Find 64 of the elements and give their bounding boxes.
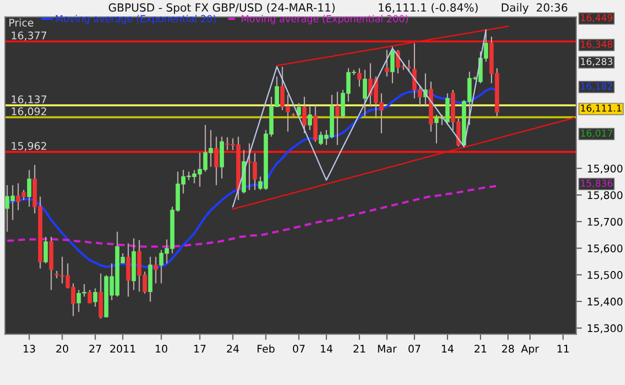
candlestick: [434, 114, 439, 144]
text: 16,017: [581, 130, 612, 138]
candlestick: [445, 92, 450, 126]
text: 16,182: [581, 82, 612, 91]
y-tick-label: 15,600: [588, 244, 622, 254]
text: 15,836: [581, 180, 612, 188]
candlestick: [126, 242, 130, 298]
x-tick-label: 11: [558, 344, 569, 353]
y-tick-label: 15,500: [588, 271, 622, 280]
text: 16,111.1 (-0.84%): [378, 3, 478, 13]
chart-title: GBPUSD - Spot FX GBP/USD (24-MAR-11): [108, 3, 335, 14]
x-tick-label: 20: [56, 344, 68, 353]
x-tick-label: 21: [354, 344, 366, 353]
y-tick-label: 15,700: [588, 218, 622, 227]
candlestick: [362, 69, 368, 118]
candlestick: [357, 68, 362, 88]
x-tick-label: 13: [24, 344, 36, 353]
x-tick-label: 21: [474, 344, 486, 353]
line-series: [232, 29, 487, 208]
legend-label: Moving average (Exponential 20): [56, 14, 216, 24]
y-tick-label: 15,800: [588, 191, 622, 200]
text: 16,283: [581, 58, 612, 66]
candlestick: [88, 289, 92, 304]
y-tick-label: 15,300: [588, 324, 622, 334]
candlestick: [93, 288, 98, 308]
x-tick-label: 17: [194, 344, 206, 353]
candlestick: [384, 49, 390, 78]
line-series: [232, 117, 575, 210]
candlestick: [313, 104, 318, 142]
x-tick-label: Apr: [521, 344, 540, 355]
ref-line-label: 15,962: [12, 142, 46, 151]
legend-label: Moving average (Exponential 200): [242, 14, 408, 24]
x-tick-label: 28: [502, 344, 514, 353]
y-tick-label: 15,900: [588, 164, 622, 174]
line-series: [276, 26, 509, 66]
candlestick: [308, 106, 312, 131]
candlestick: [390, 46, 395, 84]
x-tick-label: 10: [156, 344, 168, 353]
x-tick-label: 07: [408, 344, 420, 353]
x-tick-label: 14: [320, 344, 332, 353]
x-tick-label: Mar: [378, 344, 397, 353]
text: 16,111.1: [581, 104, 622, 113]
candlestick: [27, 169, 32, 208]
line-series: [6, 184, 498, 248]
candlestick: [335, 91, 340, 146]
x-tick-label: 07: [292, 344, 305, 353]
ref-line-label: 16,137: [12, 95, 46, 104]
ref-line-label: 16,092: [12, 107, 46, 116]
y-tick-label: 15,400: [588, 298, 622, 307]
candlestick: [154, 256, 158, 284]
ref-line-label: 16,377: [12, 32, 46, 40]
y-axis-title: Price: [9, 18, 34, 27]
candlestick: [214, 136, 218, 186]
x-tick-label: 2011: [110, 344, 136, 353]
text: Daily 20:36: [502, 3, 568, 14]
candlestick: [302, 96, 307, 134]
text: 16,348: [581, 40, 612, 49]
x-tick-label: 24: [226, 344, 239, 353]
x-tick-label: Feb: [258, 344, 275, 353]
x-tick-label: 14: [442, 344, 454, 353]
x-tick-label: 27: [89, 344, 101, 353]
candlestick: [44, 236, 48, 264]
text: 16,449: [581, 14, 612, 22]
candlestick: [54, 270, 59, 279]
